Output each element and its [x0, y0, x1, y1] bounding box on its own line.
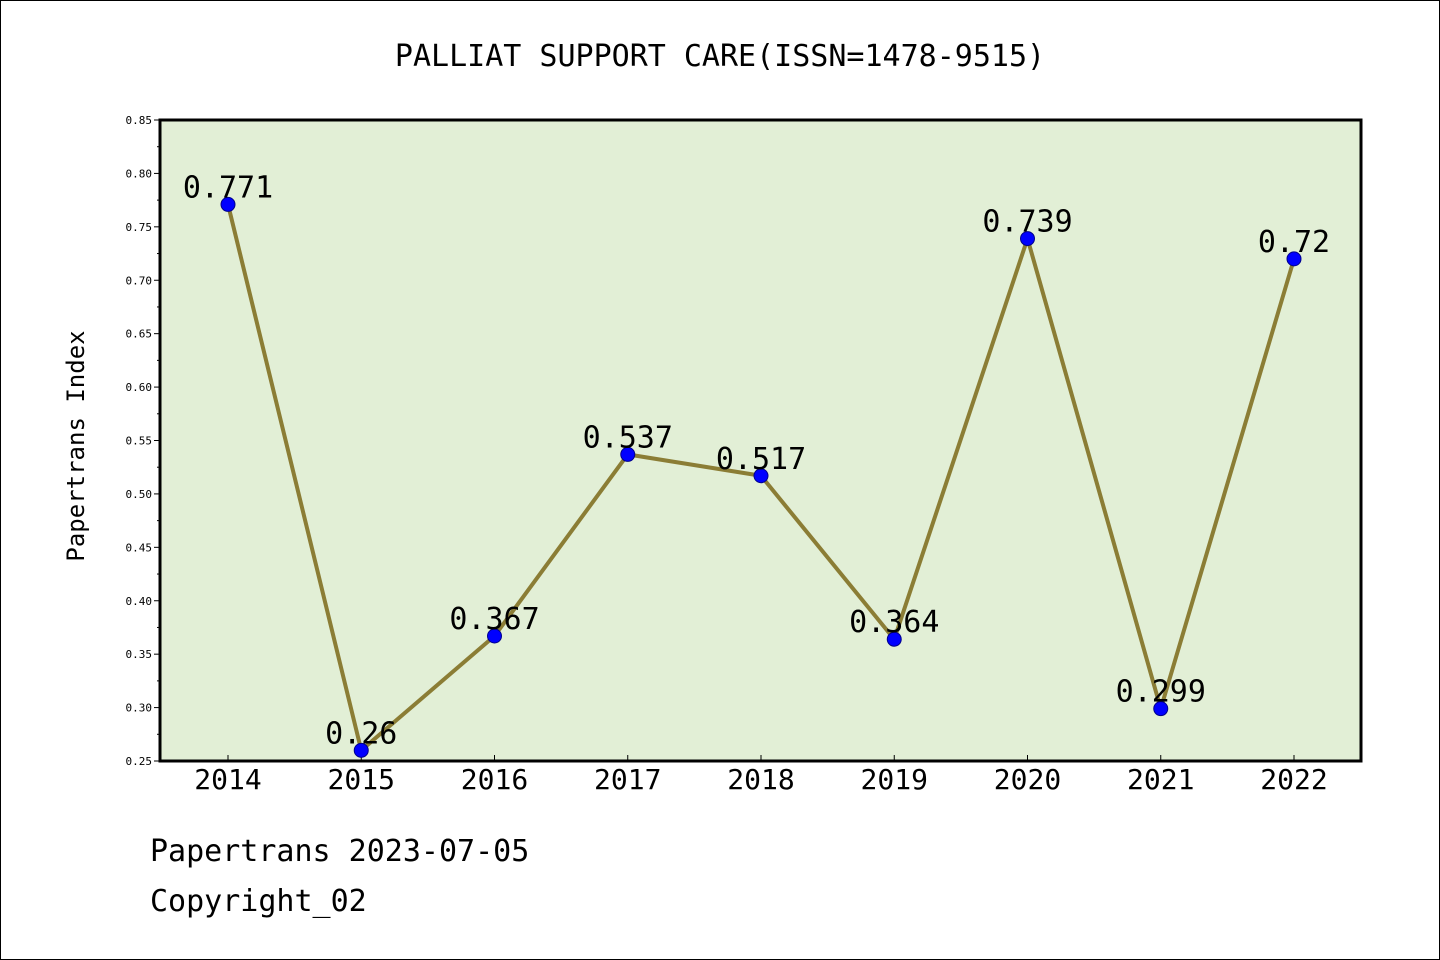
plot-border	[158, 118, 1363, 763]
data-label: 0.26	[325, 716, 397, 751]
chart-title: PALLIAT SUPPORT CARE(ISSN=1478-9515)	[395, 39, 1045, 74]
y-tick-label: 0.45	[126, 541, 153, 554]
y-tick-label: 0.85	[126, 114, 153, 127]
y-tick-label: 0.75	[126, 221, 153, 234]
footer-copyright: Copyright_02	[150, 884, 367, 919]
data-label: 0.364	[849, 605, 939, 640]
x-tick-label: 2015	[328, 763, 395, 796]
y-tick-label: 0.25	[126, 755, 153, 768]
x-tick-label: 2014	[194, 763, 261, 796]
data-point	[1286, 251, 1302, 267]
x-tick-label: 2016	[461, 763, 528, 796]
footer-date: Papertrans 2023-07-05	[150, 834, 530, 869]
x-tick-label: 2021	[1127, 763, 1194, 796]
data-point	[886, 631, 902, 647]
data-label: 0.72	[1258, 225, 1330, 260]
data-label: 0.771	[183, 170, 273, 205]
x-tick-label: 2020	[994, 763, 1061, 796]
y-tick-label: 0.35	[126, 648, 153, 661]
data-label: 0.739	[982, 205, 1072, 240]
y-tick-label: 0.65	[126, 328, 153, 341]
data-point	[220, 196, 236, 212]
data-point	[620, 446, 636, 462]
x-tick-label: 2022	[1260, 763, 1327, 796]
data-point	[353, 742, 369, 758]
y-tick-label: 0.60	[126, 381, 153, 394]
data-label: 0.299	[1116, 675, 1206, 710]
data-label: 0.537	[583, 420, 673, 455]
data-label: 0.367	[449, 602, 539, 637]
x-tick-label: 2018	[727, 763, 794, 796]
y-tick-label: 0.55	[126, 435, 153, 448]
y-tick-label: 0.40	[126, 595, 153, 608]
y-tick-label: 0.70	[126, 274, 153, 287]
y-tick-label: 0.80	[126, 167, 153, 180]
y-tick-label: 0.50	[126, 488, 153, 501]
x-tick-label: 2019	[861, 763, 928, 796]
plot-area	[160, 120, 1361, 761]
data-point	[1020, 231, 1035, 247]
data-point	[753, 468, 769, 484]
data-point	[1153, 701, 1169, 717]
y-axis-label: Papertrans Index	[62, 330, 90, 561]
y-tick-label: 0.30	[126, 702, 153, 715]
data-point	[487, 628, 502, 644]
data-label: 0.517	[716, 442, 806, 477]
x-tick-label: 2017	[594, 763, 661, 796]
